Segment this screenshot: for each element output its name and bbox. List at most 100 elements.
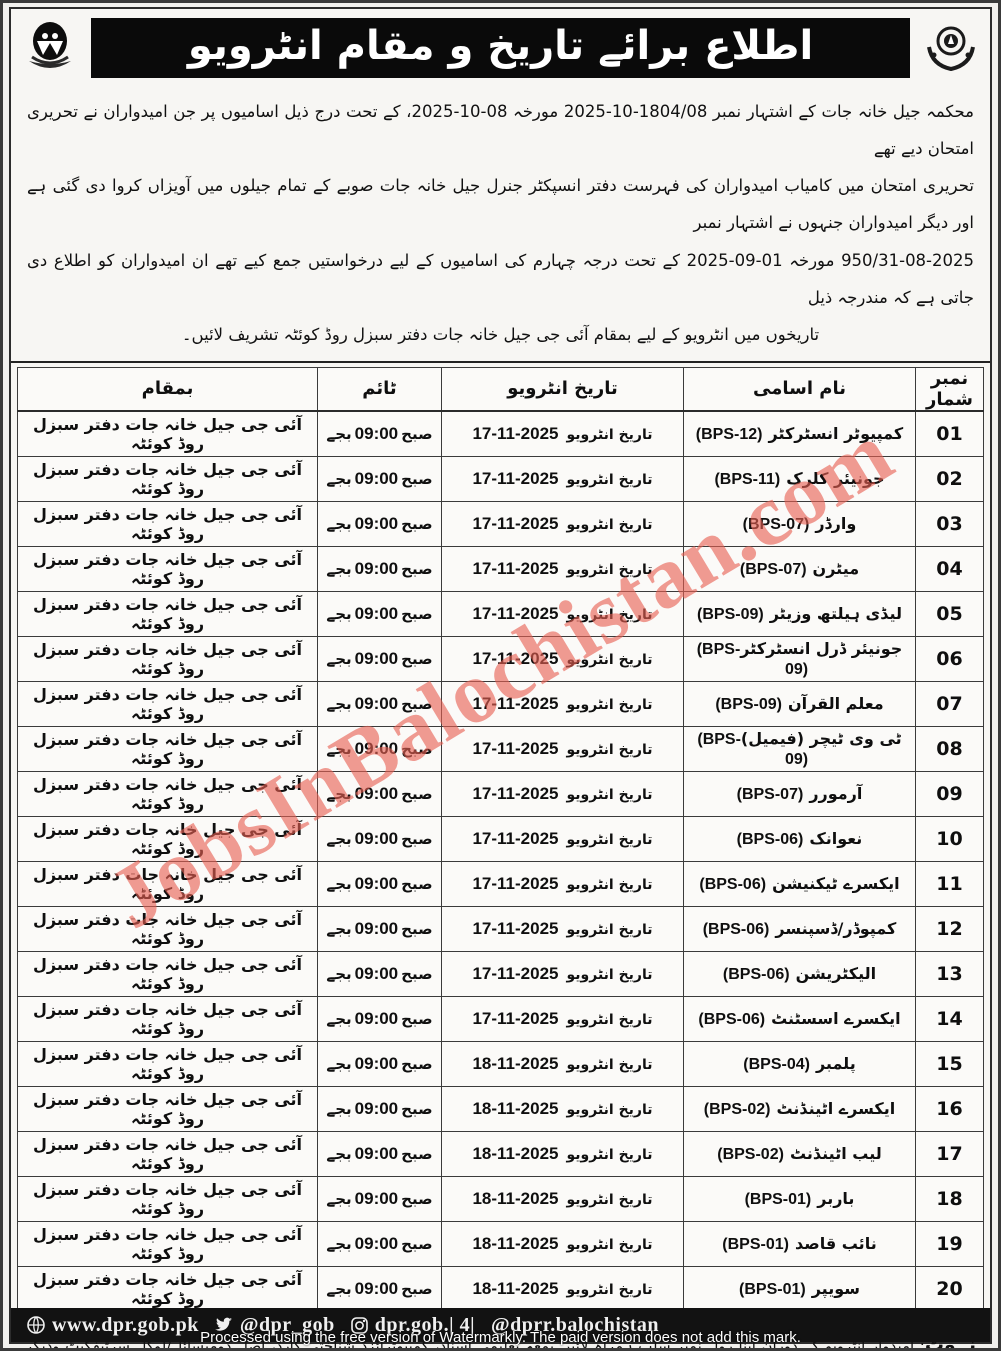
post-name: پلمبر: [815, 1053, 856, 1073]
table-row: 01 کمپیوٹر انسٹرکٹر (BPS-12) تاریخ انٹرویو 1…: [17, 410, 984, 457]
cell-date: تاریخ انٹرویو 17-11-2025: [441, 410, 684, 457]
footer-instagram[interactable]: dpr.gob.| 4|: [350, 1314, 475, 1337]
intro-line-4: تاریخوں میں انٹرویو کے لیے بمقام آئی جی …: [181, 324, 820, 344]
table-row: 02 جونیئر کلرک (BPS-11) تاریخ انٹرویو 17-11-…: [17, 455, 984, 502]
cell-time: صبح09:00بجے: [317, 1130, 442, 1177]
cell-post: ٹی وی ٹیچر (فیمیل)(BPS-09): [683, 725, 916, 772]
cell-serial: 11: [915, 860, 984, 907]
date-value: 17-11-2025: [472, 513, 559, 533]
header: اطلاع برائے تاریخ و مقام انٹرویو: [11, 9, 990, 87]
cell-date: تاریخ انٹرویو 18-11-2025: [441, 1085, 684, 1132]
post-bps-scale: (BPS-12): [695, 425, 763, 443]
date-value: 17-11-2025: [472, 693, 559, 713]
cell-time: صبح09:00بجے: [317, 635, 442, 682]
balochistan-police-emblem-icon: [19, 17, 81, 79]
time-prefix-label: صبح: [401, 559, 433, 578]
post-name: باربر: [817, 1188, 855, 1208]
post-name: سویپر: [811, 1278, 860, 1298]
time-suffix-label: بجے: [326, 1144, 352, 1163]
date-prefix-label: تاریخ انٹرویو: [566, 1011, 653, 1028]
date-prefix-label: تاریخ انٹرویو: [566, 561, 653, 578]
post-bps-scale: (BPS-07): [736, 785, 804, 803]
time-suffix-label: بجے: [326, 964, 352, 983]
cell-serial: 18: [915, 1175, 984, 1222]
cell-post: آرمورر (BPS-07): [683, 770, 916, 817]
post-bps-scale: (BPS-06): [702, 920, 770, 938]
time-suffix-label: بجے: [326, 1009, 352, 1028]
date-prefix-label: تاریخ انٹرویو: [566, 1281, 653, 1298]
date-value: 17-11-2025: [472, 603, 559, 623]
cell-serial: 10: [915, 815, 984, 862]
cell-date: تاریخ انٹرویو 17-11-2025: [441, 590, 684, 637]
footer-facebook[interactable]: @dprr.balochistan: [491, 1314, 659, 1337]
footer-twitter[interactable]: @dpr_gob: [214, 1314, 335, 1337]
twitter-icon: [214, 1317, 233, 1333]
instagram-icon: [350, 1316, 368, 1334]
cell-time: صبح09:00بجے: [317, 410, 442, 457]
time-value: 09:00: [354, 1053, 399, 1073]
date-value: 18-11-2025: [472, 1053, 559, 1073]
cell-place: آئی جی جیل خانہ جات دفتر سبزل روڈ کوئٹہ: [17, 1265, 318, 1312]
cell-place: آئی جی جیل خانہ جات دفتر سبزل روڈ کوئٹہ: [17, 1220, 318, 1267]
cell-post: پلمبر (BPS-04): [683, 1040, 916, 1087]
time-value: 09:00: [354, 1278, 399, 1298]
post-bps-scale: (BPS-11): [714, 470, 781, 488]
footer-website[interactable]: www.dpr.gob.pk: [27, 1314, 199, 1337]
time-value: 09:00: [354, 963, 399, 983]
time-prefix-label: صبح: [401, 1279, 433, 1298]
table-row: 16 ایکسرے اٹینڈنٹ (BPS-02) تاریخ انٹرویو 18-…: [17, 1085, 984, 1132]
cell-date: تاریخ انٹرویو 17-11-2025: [441, 545, 684, 592]
post-bps-scale: (BPS-02): [717, 1145, 784, 1163]
table-header-row: نمبر شمار نام اسامی تاریخ انٹرویو ٹائم ب…: [17, 366, 984, 412]
post-name: کمپیوٹر انسٹرکٹر: [768, 423, 904, 443]
cell-time: صبح09:00بجے: [317, 1175, 442, 1222]
date-prefix-label: تاریخ انٹرویو: [566, 1236, 653, 1253]
table-row: 04 میٹرن (BPS-07) تاریخ انٹرویو 17-11-2025 صب…: [17, 545, 984, 592]
time-value: 09:00: [354, 468, 399, 488]
cell-date: تاریخ انٹرویو 18-11-2025: [441, 1175, 684, 1222]
time-suffix-label: بجے: [326, 649, 352, 668]
table-row: 08 ٹی وی ٹیچر (فیمیل)(BPS-09) تاریخ انٹروی…: [17, 725, 984, 772]
cell-serial: 13: [915, 950, 984, 997]
time-value: 09:00: [354, 918, 399, 938]
post-bps-scale: (BPS-06): [722, 965, 790, 983]
date-value: 18-11-2025: [472, 1143, 559, 1163]
time-prefix-label: صبح: [401, 424, 433, 443]
post-name: الیکٹریشن: [795, 963, 877, 983]
cell-time: صبح09:00بجے: [317, 455, 442, 502]
time-value: 09:00: [354, 1008, 399, 1028]
cell-time: صبح09:00بجے: [317, 950, 442, 997]
table-row: 12 کمپوڈر/ڈسپنسر (BPS-06) تاریخ انٹرویو 17-1…: [17, 905, 984, 952]
cell-post: ایکسرے ٹیکنیشن (BPS-06): [683, 860, 916, 907]
cell-date: تاریخ انٹرویو 17-11-2025: [441, 680, 684, 727]
date-prefix-label: تاریخ انٹرویو: [566, 1101, 653, 1118]
date-value: 17-11-2025: [472, 558, 559, 578]
time-prefix-label: صبح: [401, 469, 433, 488]
cell-place: آئی جی جیل خانہ جات دفتر سبزل روڈ کوئٹہ: [17, 905, 318, 952]
post-bps-scale: (BPS-04): [743, 1055, 810, 1073]
time-suffix-label: بجے: [326, 784, 352, 803]
time-prefix-label: صبح: [401, 739, 433, 758]
time-value: 09:00: [354, 738, 399, 758]
time-prefix-label: صبح: [401, 874, 433, 893]
post-bps-scale: (BPS-07): [739, 560, 807, 578]
time-value: 09:00: [354, 1233, 399, 1253]
schedule-table-wrapper: نمبر شمار نام اسامی تاریخ انٹرویو ٹائم ب…: [11, 363, 990, 1312]
time-value: 09:00: [354, 1143, 399, 1163]
cell-time: صبح09:00بجے: [317, 905, 442, 952]
time-value: 09:00: [354, 603, 399, 623]
intro-paragraph: محکمہ جیل خانہ جات کے اشتہار نمبر 1804/0…: [11, 87, 990, 363]
post-name: کمپوڈر/ڈسپنسر: [775, 918, 897, 938]
cell-date: تاریخ انٹرویو 17-11-2025: [441, 950, 684, 997]
cell-serial: 07: [915, 680, 984, 727]
post-bps-scale: (BPS-09): [715, 695, 782, 713]
cell-serial: 05: [915, 590, 984, 637]
footer-contact-bar: www.dpr.gob.pk @dpr_gob dpr.gob.| 4| @dp…: [11, 1308, 990, 1342]
cell-post: معلم القرآن (BPS-09): [683, 680, 916, 727]
cell-place: آئی جی جیل خانہ جات دفتر سبزل روڈ کوئٹہ: [17, 770, 318, 817]
post-name: نعوانک: [809, 828, 863, 848]
table-row: 05 لیڈی ہیلتھ وزیٹر (BPS-09) تاریخ انٹرویو 1…: [17, 590, 984, 637]
time-suffix-label: بجے: [326, 604, 352, 623]
cell-time: صبح09:00بجے: [317, 1085, 442, 1132]
intro-line-2: تحریری امتحان میں کامیاب امیدواران کی فہ…: [27, 176, 974, 233]
